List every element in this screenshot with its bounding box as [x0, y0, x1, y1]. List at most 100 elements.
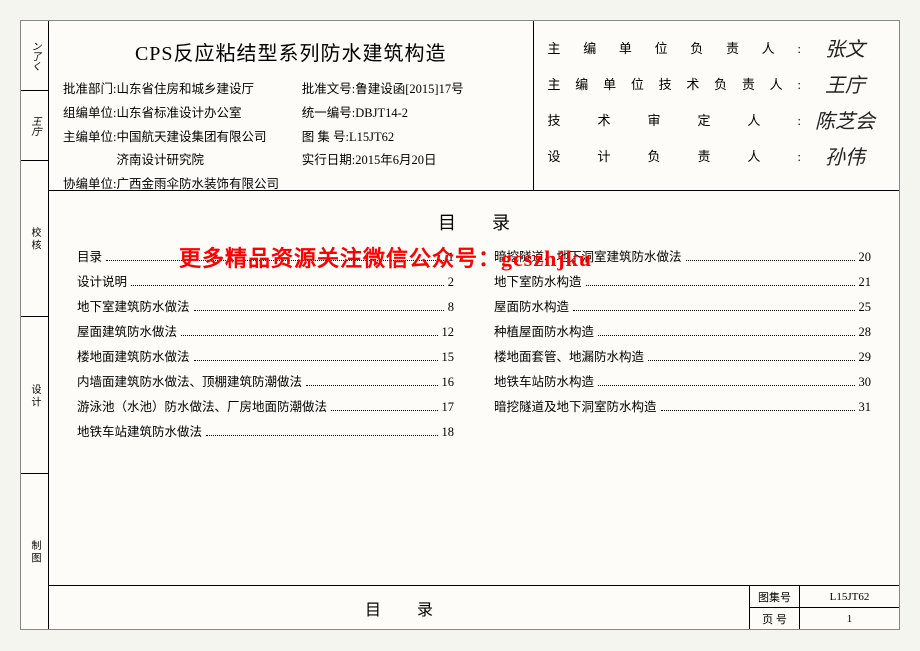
toc-label: 暗挖隧道及地下洞室防水构造 [494, 395, 657, 420]
toc-entry: 楼地面套管、地漏防水构造29 [494, 345, 871, 370]
footer-block: 目录 图集号 L15JT62 页 号 1 [49, 585, 899, 629]
strip-label-design: 设 计 [21, 317, 48, 473]
toc-leader-dots [686, 260, 855, 261]
toc-leader-dots [206, 435, 437, 436]
toc-columns: 目录1设计说明 2 地下室建筑防水做法 8屋面建筑防水做法12楼地面建筑防水做法 15 内… [77, 245, 871, 445]
toc-leader-dots [661, 410, 855, 411]
toc-page-number: 21 [859, 270, 872, 295]
toc-page-number: 20 [859, 245, 872, 270]
toc-entry: 地下室防水构造 21 [494, 270, 871, 295]
info-value: L15JT62 [349, 126, 394, 150]
book-no-label: 图集号 [750, 586, 800, 607]
strip-sig-2: 王庁 [21, 91, 48, 161]
toc-label: 设计说明 [77, 270, 127, 295]
toc-page-number: 12 [442, 320, 455, 345]
toc-entry: 目录1 [77, 245, 454, 270]
page-no-value: 1 [800, 608, 899, 629]
toc-label: 地铁车站建筑防水做法 [77, 420, 202, 445]
toc-entry: 游泳池（水池）防水做法、厂房地面防潮做法 17 [77, 395, 454, 420]
info-row: 组编单位:山东省标准设计办公室 [63, 102, 280, 126]
book-no-value: L15JT62 [800, 586, 899, 607]
toc-right-column: 暗挖隧道、地下洞室建筑防水做法20地下室防水构造21屋面防水构造25种植屋面防水… [494, 245, 871, 445]
left-title-strip: ン了く 王庁 校 核 设 计 制 图 [21, 21, 49, 629]
toc-entry: 暗挖隧道、地下洞室建筑防水做法 20 [494, 245, 871, 270]
responsible-row: 技术审定人:陈芝会 [548, 101, 885, 137]
responsible-row: 主编单位技术负责人:王庁 [548, 65, 885, 101]
toc-page-number: 17 [442, 395, 455, 420]
info-label: 批准部门: [63, 78, 116, 102]
strip-label-draw: 制 图 [21, 474, 48, 629]
main-area: CPS反应粘结型系列防水建筑构造 批准部门:山东省住房和城乡建设厅组编单位:山东… [49, 21, 899, 629]
toc-entry: 地铁车站建筑防水做法 18 [77, 420, 454, 445]
toc-leader-dots [573, 310, 854, 311]
toc-leader-dots [131, 285, 444, 286]
toc-label: 种植屋面防水构造 [494, 320, 594, 345]
header-block: CPS反应粘结型系列防水建筑构造 批准部门:山东省住房和城乡建设厅组编单位:山东… [49, 21, 899, 191]
toc-entry: 屋面防水构造 25 [494, 295, 871, 320]
toc-label: 屋面防水构造 [494, 295, 569, 320]
toc-page-number: 30 [859, 370, 872, 395]
toc-label: 内墙面建筑防水做法、顶棚建筑防潮做法 [77, 370, 302, 395]
info-left-column: 批准部门:山东省住房和城乡建设厅组编单位:山东省标准设计办公室主编单位:中国航天… [63, 78, 280, 197]
toc-leader-dots [331, 410, 437, 411]
info-row: 图 集 号:L15JT62 [302, 126, 519, 150]
toc-leader-dots [598, 385, 854, 386]
toc-entry: 地铁车站防水构造30 [494, 370, 871, 395]
signature: 王庁 [805, 69, 885, 98]
toc-page-number: 18 [442, 420, 455, 445]
info-value: 山东省标准设计办公室 [116, 102, 241, 126]
strip-label-check: 校 核 [21, 161, 48, 317]
signature: 陈芝会 [805, 105, 885, 134]
toc-leader-dots [306, 385, 437, 386]
header-left: CPS反应粘结型系列防水建筑构造 批准部门:山东省住房和城乡建设厅组编单位:山东… [49, 21, 534, 190]
info-row: 批准部门:山东省住房和城乡建设厅 [63, 78, 280, 102]
toc-page-number: 15 [442, 345, 455, 370]
toc-leader-dots [194, 360, 438, 361]
footer-title: 目录 [49, 586, 749, 629]
info-right-column: 批准文号:鲁建设函[2015]17号统一编号:DBJT14-2图 集 号:L15… [302, 78, 519, 197]
toc-page-number: 31 [859, 395, 872, 420]
toc-entry: 设计说明 2 [77, 270, 454, 295]
toc-leader-dots [586, 285, 855, 286]
toc-label: 地下室建筑防水做法 [77, 295, 190, 320]
info-value: 2015年6月20日 [355, 149, 436, 173]
toc-left-column: 目录1设计说明 2 地下室建筑防水做法 8屋面建筑防水做法12楼地面建筑防水做法 15 内… [77, 245, 454, 445]
toc-page-number: 2 [448, 270, 454, 295]
toc-label: 暗挖隧道、地下洞室建筑防水做法 [494, 245, 682, 270]
info-value: DBJT14-2 [355, 102, 408, 126]
toc-label: 楼地面建筑防水做法 [77, 345, 190, 370]
info-label: 批准文号: [302, 78, 355, 102]
responsible-row: 设计负责人:孙伟 [548, 137, 885, 173]
toc-entry: 屋面建筑防水做法12 [77, 320, 454, 345]
toc-entry: 暗挖隧道及地下洞室防水构造 31 [494, 395, 871, 420]
toc-leader-dots [181, 335, 437, 336]
responsible-row: 主编单位负责人:张文 [548, 29, 885, 65]
info-value: 山东省住房和城乡建设厅 [116, 78, 254, 102]
responsible-label: 主编单位技术负责人: [548, 74, 805, 93]
toc-entry: 地下室建筑防水做法 8 [77, 295, 454, 320]
info-label: 实行日期: [302, 149, 355, 173]
info-label: 主编单位: [63, 126, 116, 174]
signature: 张文 [805, 33, 885, 62]
info-row: 主编单位:中国航天建设集团有限公司 济南设计研究院 [63, 126, 280, 174]
drawing-page: ン了く 王庁 校 核 设 计 制 图 CPS反应粘结型系列防水建筑构造 批准部门… [20, 20, 900, 630]
responsible-label: 主编单位负责人: [548, 38, 805, 57]
info-row: 实行日期:2015年6月20日 [302, 149, 519, 173]
toc-label: 地下室防水构造 [494, 270, 582, 295]
toc-leader-dots [106, 260, 444, 261]
info-value: 中国航天建设集团有限公司 济南设计研究院 [116, 126, 266, 174]
info-label: 组编单位: [63, 102, 116, 126]
toc-page-number: 16 [442, 370, 455, 395]
info-row: 批准文号:鲁建设函[2015]17号 [302, 78, 519, 102]
toc-heading: 目录 [77, 205, 871, 245]
responsibles-block: 主编单位负责人:张文主编单位技术负责人:王庁技术审定人:陈芝会设计负责人:孙伟 [534, 21, 899, 190]
responsible-label: 技术审定人: [548, 110, 805, 129]
toc-page-number: 8 [448, 295, 454, 320]
toc-page-number: 25 [859, 295, 872, 320]
toc-leader-dots [194, 310, 444, 311]
toc-label: 游泳池（水池）防水做法、厂房地面防潮做法 [77, 395, 327, 420]
page-no-label: 页 号 [750, 608, 800, 629]
strip-sig-1: ン了く [21, 21, 48, 91]
signature: 孙伟 [805, 141, 885, 170]
toc-entry: 种植屋面防水构造28 [494, 320, 871, 345]
